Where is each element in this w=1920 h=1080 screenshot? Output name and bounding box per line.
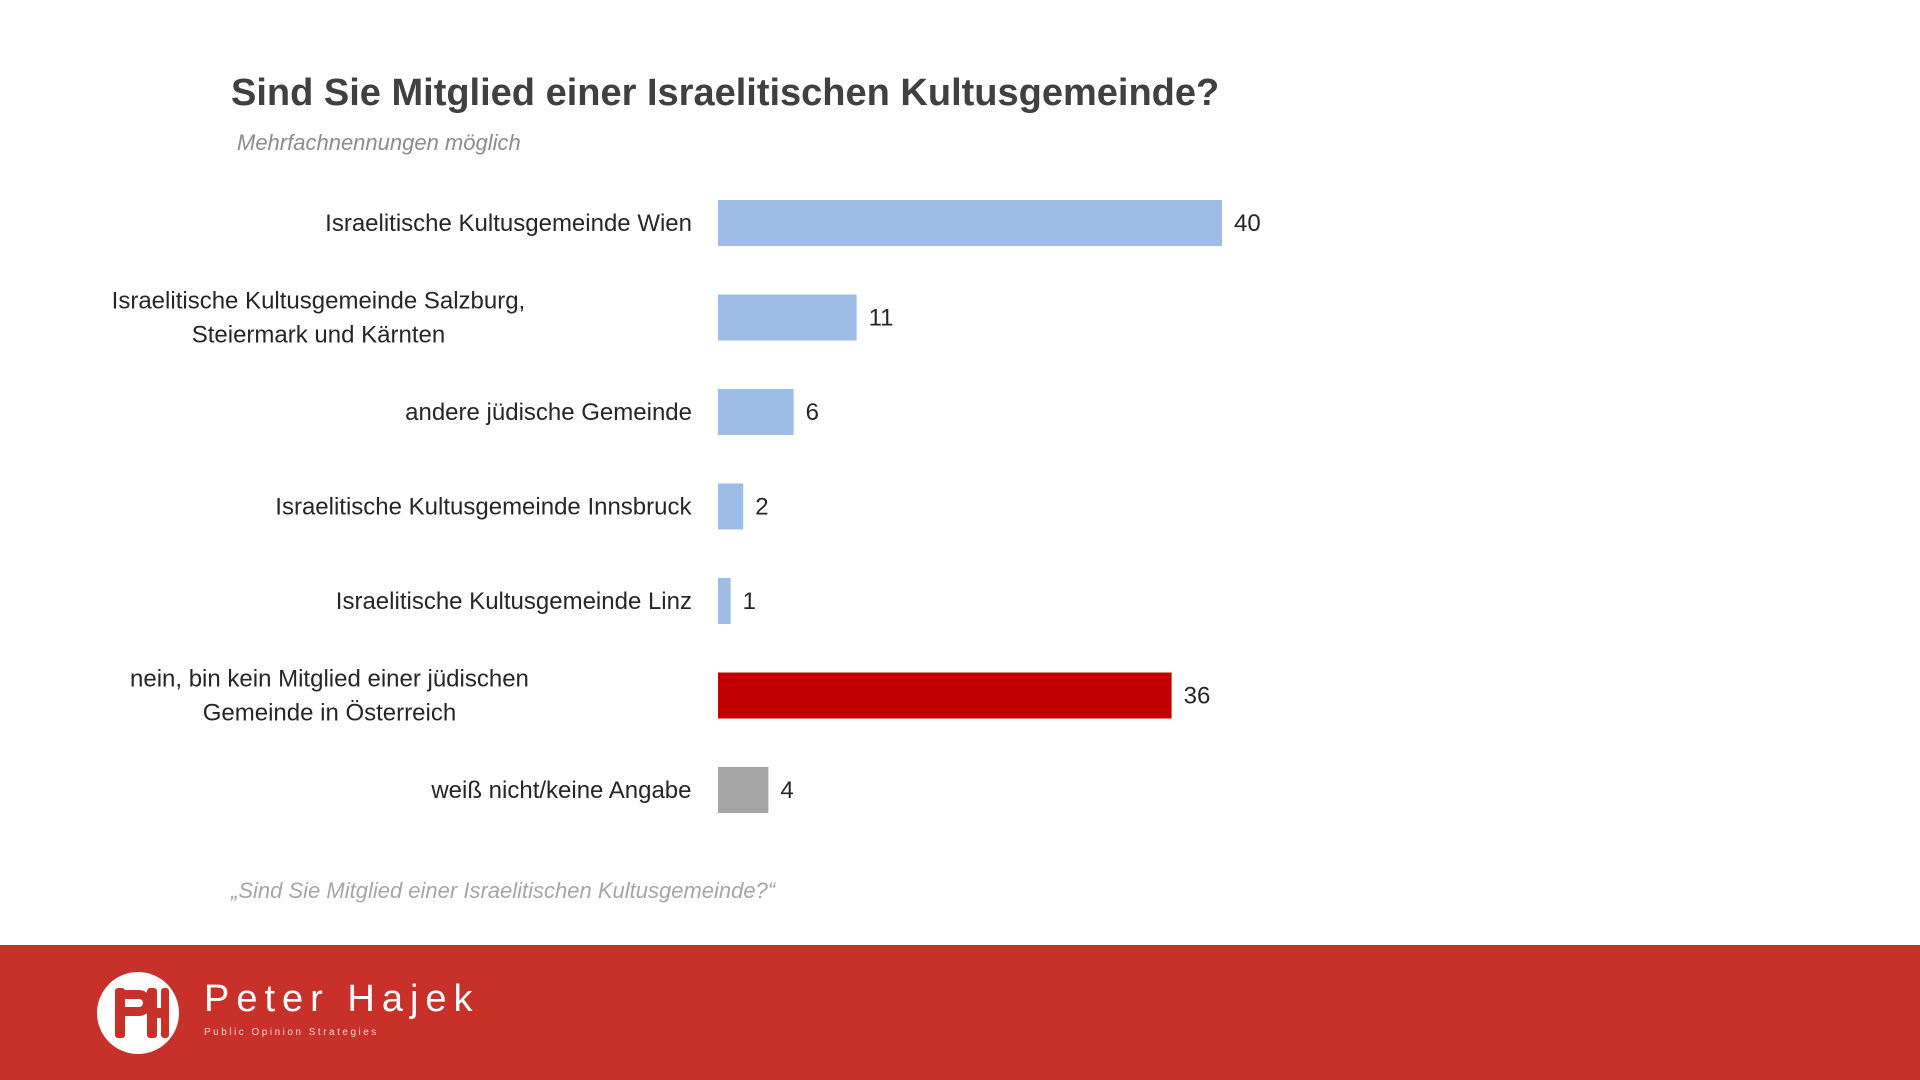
bar-0: [718, 200, 1222, 246]
data-label-2: 6: [806, 399, 819, 426]
category-label-6: weiß nicht/keine Angabe: [430, 777, 691, 804]
category-label-5: nein, bin kein Mitglied einer jüdischen G…: [130, 666, 529, 727]
data-label-0: 40: [1234, 210, 1261, 237]
data-label-5: 36: [1184, 683, 1211, 710]
bar-6: [718, 767, 768, 813]
bar-3: [718, 484, 743, 530]
bar-2: [718, 389, 794, 435]
chart-title: Sind Sie Mitglied einer Israelitischen K…: [231, 72, 1219, 115]
brand-logo-icon: [95, 970, 181, 1056]
bar-5: [718, 673, 1172, 719]
brand-name: Peter Hajek: [204, 978, 480, 1021]
data-label-6: 4: [780, 777, 793, 804]
category-label-3: Israelitische Kultusgemeinde Innsbruck: [275, 494, 692, 521]
data-label-4: 1: [743, 588, 756, 615]
category-label-2: andere jüdische Gemeinde: [405, 399, 692, 426]
bar-chart: 40 Israelitische Kultusgemeinde Wien 11 Isr…: [0, 180, 1400, 840]
data-label-1: 11: [869, 305, 894, 332]
bar-1: [718, 295, 857, 341]
question-footnote: „Sind Sie Mitglied einer Israelitischen …: [231, 878, 775, 904]
chart-subtitle: Mehrfachnennungen möglich: [237, 130, 521, 156]
bar-4: [718, 578, 731, 624]
category-label-1: Israelitische Kultusgemeinde Salzburg, St…: [112, 288, 526, 349]
category-label-0: Israelitische Kultusgemeinde Wien: [325, 210, 692, 237]
data-label-3: 2: [755, 494, 768, 521]
brand-tagline: Public Opinion Strategies: [204, 1027, 379, 1038]
category-label-4: Israelitische Kultusgemeinde Linz: [336, 588, 692, 615]
